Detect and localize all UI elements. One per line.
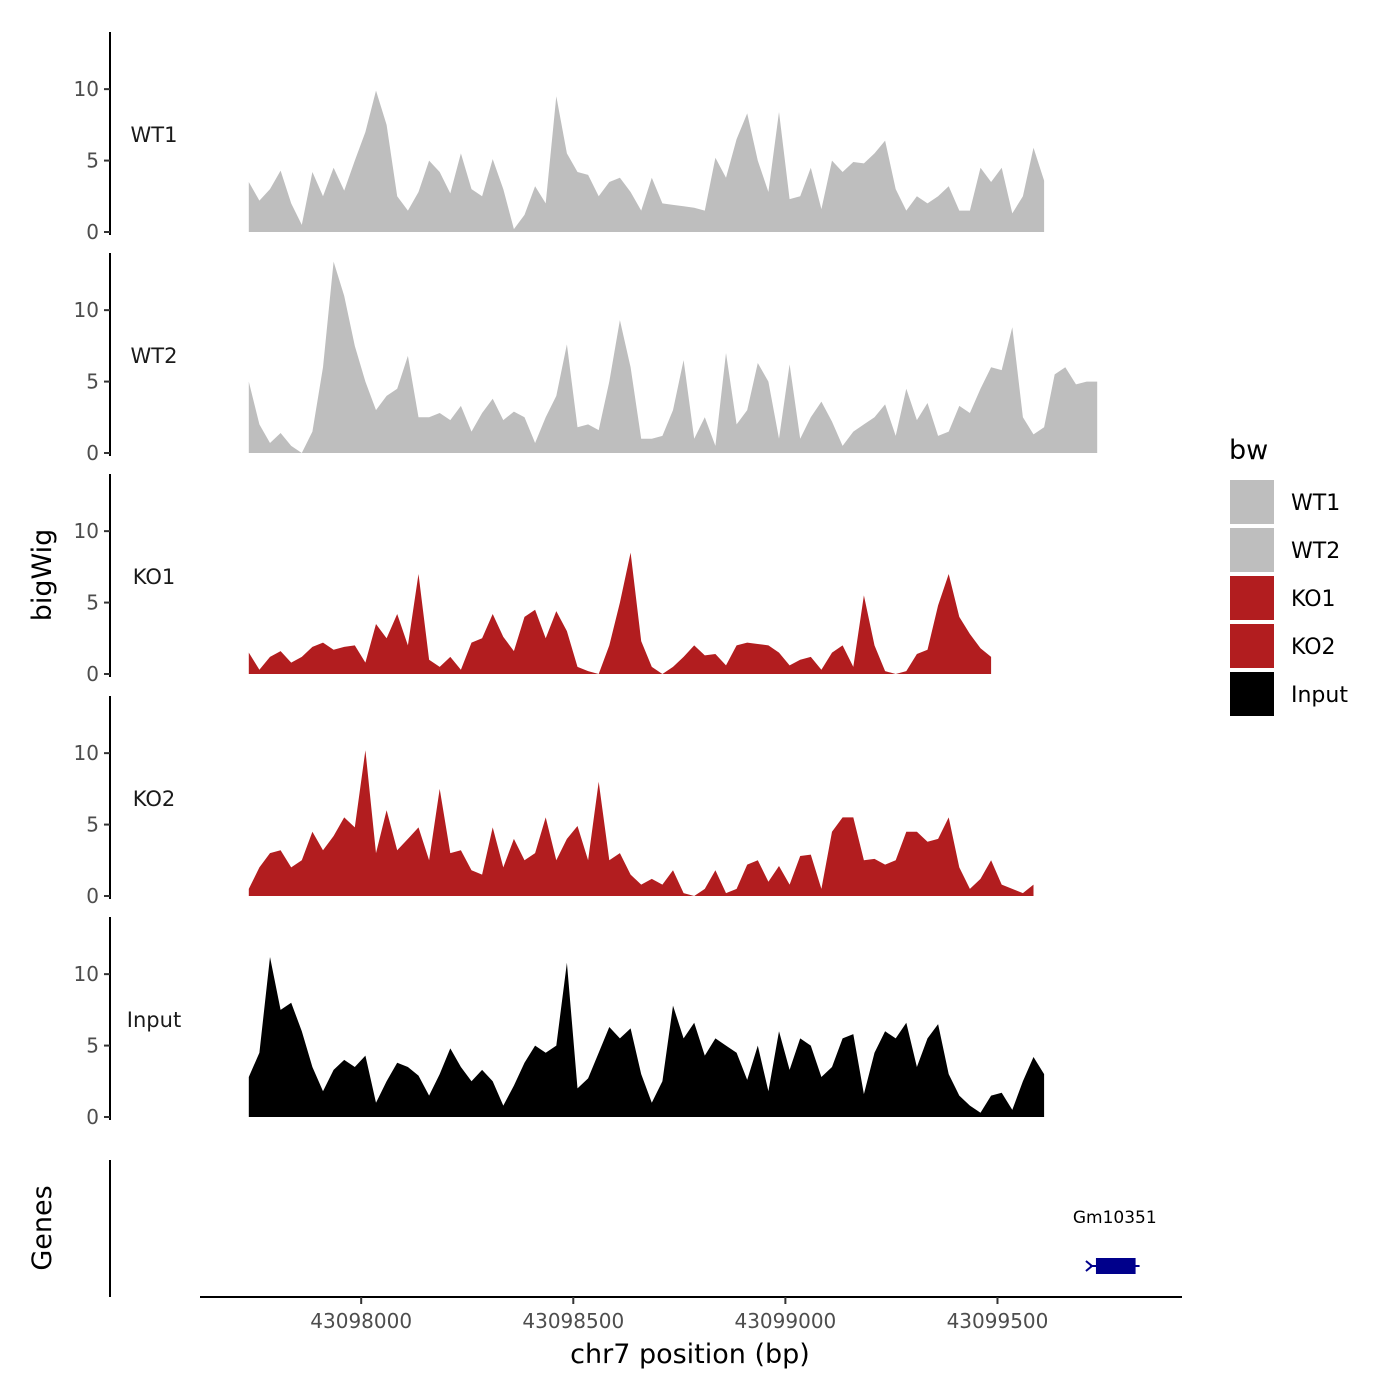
y-tick-label: 10: [74, 741, 99, 765]
track-input: 0 5 10 Input: [74, 917, 1045, 1129]
x-tick-label: 43098500: [522, 1309, 624, 1333]
legend-label: Input: [1291, 683, 1348, 708]
legend-label: WT2: [1291, 539, 1340, 564]
y-tick-label: 5: [86, 370, 99, 394]
area-wt1: [248, 90, 1045, 232]
genes-panel: Gm10351: [109, 1160, 1157, 1297]
legend-item-wt1: WT1: [1230, 480, 1340, 524]
legend-item-wt2: WT2: [1230, 528, 1340, 572]
track-wt1: 0 5 10 WT1: [74, 32, 1045, 244]
legend-swatch: [1230, 480, 1274, 524]
legend-label: KO2: [1291, 635, 1336, 660]
track-label-ko2: KO2: [133, 787, 176, 811]
track-label-input: Input: [127, 1008, 181, 1032]
x-tick-label: 43099000: [734, 1309, 836, 1333]
y-tick-label: 10: [74, 519, 99, 543]
x-axis: 43098000 43098500 43099000 43099500: [200, 1296, 1182, 1333]
legend-label: WT1: [1291, 491, 1340, 516]
legend-title: bw: [1229, 435, 1268, 466]
track-label-ko1: KO1: [133, 565, 176, 589]
legend: bw WT1 WT2 KO1 KO2 Input: [1229, 435, 1348, 716]
legend-swatch: [1230, 528, 1274, 572]
legend-swatch: [1230, 672, 1274, 716]
legend-item-ko1: KO1: [1230, 576, 1336, 620]
track-ko2: 0 5 10 KO2: [74, 696, 1034, 908]
y-tick-label: 10: [74, 298, 99, 322]
area-wt2: [248, 261, 1098, 453]
y-axis-title: bigWig: [27, 529, 58, 622]
track-ko1: 0 5 10 KO1: [74, 474, 992, 686]
x-tick-label: 43099500: [947, 1309, 1049, 1333]
legend-label: KO1: [1291, 587, 1336, 612]
gene-strand-arrow: [1085, 1260, 1094, 1272]
area-ko1: [248, 552, 992, 674]
y-tick-label: 5: [86, 591, 99, 615]
y-tick-label: 5: [86, 149, 99, 173]
gene-gm10351: Gm10351: [1073, 1208, 1157, 1274]
legend-item-input: Input: [1230, 672, 1348, 716]
y-tick-label: 5: [86, 1034, 99, 1058]
track-label-wt1: WT1: [131, 123, 178, 147]
y-tick-label: 10: [74, 962, 99, 986]
track-panels: 0 5 10 WT1 0 5 10 WT2 0 5 10 KO1 0 5 10 KO2 0 5 10 Input: [74, 32, 1098, 1129]
y-tick-label: 0: [86, 441, 99, 465]
track-label-wt2: WT2: [131, 344, 178, 368]
track-wt2: 0 5 10 WT2: [74, 253, 1098, 465]
y-tick-label: 0: [86, 662, 99, 686]
genes-axis-title: Genes: [27, 1185, 58, 1270]
area-ko2: [248, 750, 1034, 896]
y-tick-label: 0: [86, 220, 99, 244]
legend-swatch: [1230, 576, 1274, 620]
y-tick-label: 0: [86, 884, 99, 908]
legend-swatch: [1230, 624, 1274, 668]
y-tick-label: 0: [86, 1105, 99, 1129]
y-tick-label: 5: [86, 813, 99, 837]
legend-item-ko2: KO2: [1230, 624, 1336, 668]
y-tick-label: 10: [74, 77, 99, 101]
x-tick-label: 43098000: [310, 1309, 412, 1333]
gene-label: Gm10351: [1073, 1208, 1157, 1228]
x-axis-title: chr7 position (bp): [570, 1339, 810, 1370]
area-input: [248, 957, 1045, 1117]
